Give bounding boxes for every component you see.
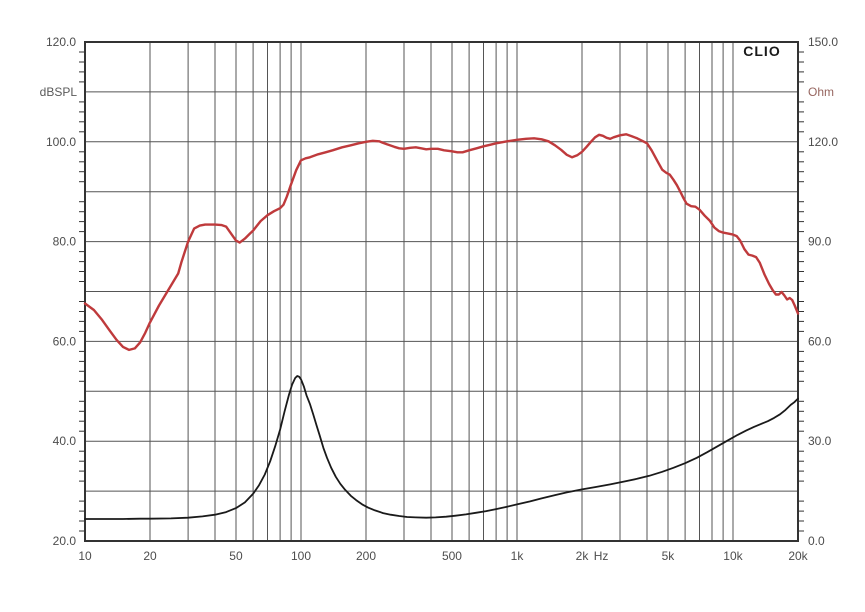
left-axis-tick-label: 20.0 bbox=[53, 534, 77, 548]
x-axis-tick-label: 2k bbox=[576, 549, 590, 563]
x-axis-unit-label: Hz bbox=[594, 549, 609, 563]
x-axis-tick-label: 500 bbox=[442, 549, 462, 563]
left-axis-tick-label: 60.0 bbox=[53, 334, 77, 348]
x-axis-tick-label: 5k bbox=[662, 549, 676, 563]
left-axis-tick-label: 80.0 bbox=[53, 235, 77, 249]
impedance-curve bbox=[84, 375, 799, 520]
right-axis-tick-label: 120.0 bbox=[808, 135, 838, 149]
right-axis-minor-ticks bbox=[798, 51, 804, 532]
left-axis-tick-label: 120.0 bbox=[46, 35, 76, 49]
x-axis-tick-label: 20k bbox=[788, 549, 808, 563]
right-axis-tick-label: 30.0 bbox=[808, 434, 832, 448]
right-axis-tick-label: 90.0 bbox=[808, 235, 832, 249]
right-axis-unit-label: Ohm bbox=[808, 85, 834, 99]
x-axis-tick-label: 1k bbox=[511, 549, 525, 563]
left-axis-tick-label: 40.0 bbox=[53, 434, 77, 448]
clio-watermark: CLIO bbox=[743, 43, 780, 59]
left-axis-minor-ticks bbox=[79, 51, 85, 532]
horizontal-gridlines bbox=[85, 91, 798, 492]
x-axis-tick-label: 200 bbox=[356, 549, 376, 563]
x-axis-tick-label: 10 bbox=[78, 549, 92, 563]
spl-response-curve bbox=[83, 133, 800, 352]
plot-border bbox=[84, 41, 799, 542]
x-axis-tick-label: 10k bbox=[723, 549, 743, 563]
right-axis-tick-label: 60.0 bbox=[808, 334, 832, 348]
x-axis-tick-label: 20 bbox=[143, 549, 157, 563]
left-axis-tick-label: 100.0 bbox=[46, 135, 76, 149]
left-axis-unit-label: dBSPL bbox=[40, 85, 78, 99]
right-axis-tick-label: 150.0 bbox=[808, 35, 838, 49]
x-axis-tick-label: 100 bbox=[291, 549, 311, 563]
x-axis-tick-label: 50 bbox=[229, 549, 243, 563]
right-axis-tick-label: 0.0 bbox=[808, 534, 825, 548]
